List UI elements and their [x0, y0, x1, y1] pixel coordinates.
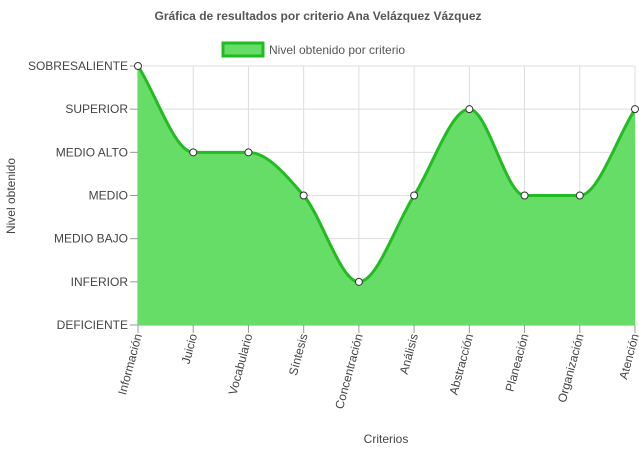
- data-point: [244, 148, 253, 157]
- data-point: [465, 105, 474, 114]
- series-area: [138, 66, 635, 325]
- x-tick-label: Vocabulario: [226, 332, 256, 397]
- y-tick-label: MEDIO: [89, 189, 128, 203]
- x-tick-label: Planeación: [503, 332, 532, 393]
- data-point: [189, 148, 198, 157]
- x-tick-label: Información: [115, 332, 145, 396]
- y-axis: DEFICIENTE INFERIOR MEDIO BAJO MEDIO MEDIO A…: [28, 59, 139, 332]
- legend-swatch: [221, 41, 265, 58]
- data-point: [410, 191, 419, 200]
- legend[interactable]: Nivel obtenido por criterio: [221, 41, 405, 58]
- x-tick-label: Síntesis: [286, 332, 311, 377]
- x-tick-label: Concentración: [332, 332, 366, 410]
- y-tick-label: MEDIO ALTO: [56, 145, 128, 159]
- y-axis-title: Nivel obtenido: [4, 158, 18, 234]
- data-point: [575, 191, 584, 200]
- x-axis: Información Juicio Vocabulario Síntesis Conc…: [115, 324, 639, 411]
- x-tick-label: Organización: [555, 332, 587, 404]
- legend-label: Nivel obtenido por criterio: [269, 43, 405, 57]
- series-line: [136, 65, 637, 284]
- x-tick-label: Atención: [616, 332, 639, 381]
- chart-title: Gráfica de resultados por criterio Ana V…: [155, 9, 482, 23]
- series-layer: [134, 62, 639, 325]
- data-point: [631, 105, 639, 114]
- y-tick-label: DEFICIENTE: [57, 318, 128, 332]
- data-point: [520, 191, 529, 200]
- x-axis-title: Criterios: [364, 432, 409, 446]
- y-tick-label: MEDIO BAJO: [54, 232, 128, 246]
- y-tick-label: INFERIOR: [71, 275, 129, 289]
- y-tick-label: SUPERIOR: [65, 102, 128, 116]
- x-tick-label: Abstracción: [446, 332, 476, 396]
- data-point: [134, 62, 142, 70]
- y-tick-label: SOBRESALIENTE: [28, 59, 128, 73]
- data-point: [299, 191, 308, 200]
- x-tick-label: Juicio: [179, 332, 201, 366]
- data-point: [354, 277, 363, 286]
- x-tick-label: Análisis: [397, 332, 421, 376]
